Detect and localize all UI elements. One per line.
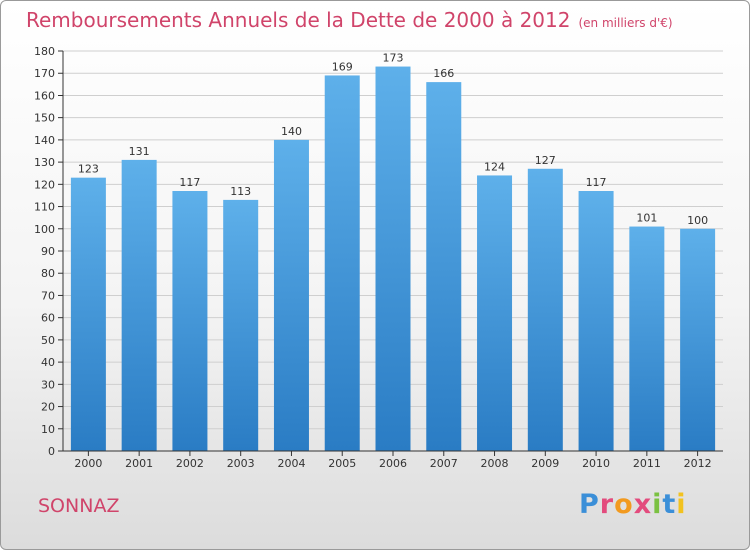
data-label-2008: 124 — [484, 160, 505, 173]
bars — [70, 66, 716, 452]
data-label-2004: 140 — [281, 125, 302, 138]
y-tick-label: 160 — [34, 89, 55, 102]
x-tick-label-2006: 2006 — [379, 457, 407, 470]
proxiti-logo: Proxiti — [579, 489, 687, 520]
logo-letter: i — [676, 489, 687, 520]
bar-2012 — [680, 228, 716, 451]
x-tick-label-2007: 2007 — [430, 457, 458, 470]
bar-2002 — [172, 191, 208, 451]
data-label-2000: 123 — [78, 163, 99, 176]
bar-2005 — [324, 75, 360, 451]
data-label-2003: 113 — [230, 185, 251, 198]
y-tick-label: 100 — [34, 223, 55, 236]
x-tick-label-2008: 2008 — [481, 457, 509, 470]
y-tick-label: 60 — [41, 312, 55, 325]
y-tick-label: 90 — [41, 245, 55, 258]
y-tick-label: 30 — [41, 378, 55, 391]
y-tick-label: 140 — [34, 134, 55, 147]
bar-2006 — [375, 66, 411, 452]
data-label-2010: 117 — [586, 176, 607, 189]
x-tick-label-2004: 2004 — [277, 457, 305, 470]
x-tick-label-2012: 2012 — [684, 457, 712, 470]
bar-2009 — [527, 168, 563, 451]
logo-letter: x — [633, 489, 653, 520]
y-tick-label: 40 — [41, 356, 55, 369]
logo-letter: o — [614, 489, 634, 520]
bar-2008 — [477, 175, 513, 451]
x-tick-label-2009: 2009 — [531, 457, 559, 470]
y-tick-label: 80 — [41, 267, 55, 280]
axes — [58, 50, 723, 456]
x-tick-label-2001: 2001 — [125, 457, 153, 470]
labels: 0 10 20 30 40 50 60 70 80 90 100 110 120 130 140 150 160… — [34, 45, 712, 470]
bar-2004 — [273, 139, 309, 451]
y-tick-label: 10 — [41, 423, 55, 436]
bar-2001 — [121, 159, 157, 451]
y-tick-label: 0 — [48, 445, 55, 458]
y-tick-label: 170 — [34, 67, 55, 80]
x-tick-label-2011: 2011 — [633, 457, 661, 470]
data-label-2002: 117 — [179, 176, 200, 189]
x-tick-label-2003: 2003 — [227, 457, 255, 470]
y-tick-label: 130 — [34, 156, 55, 169]
bar-2010 — [578, 191, 614, 451]
x-tick-label-2000: 2000 — [74, 457, 102, 470]
chart-title-text: Remboursements Annuels de la Dette de 20… — [26, 8, 571, 32]
data-label-2006: 173 — [383, 52, 404, 65]
data-label-2005: 169 — [332, 60, 353, 73]
y-tick-label: 20 — [41, 401, 55, 414]
chart-unit: (en milliers d'€) — [578, 16, 673, 30]
x-tick-label-2005: 2005 — [328, 457, 356, 470]
y-tick-label: 70 — [41, 289, 55, 302]
x-tick-label-2010: 2010 — [582, 457, 610, 470]
chart-title: Remboursements Annuels de la Dette de 20… — [26, 8, 673, 32]
data-label-2009: 127 — [535, 154, 556, 167]
data-label-2011: 101 — [636, 212, 657, 225]
logo-letter: P — [579, 489, 600, 520]
y-tick-label: 110 — [34, 201, 55, 214]
data-label-2001: 131 — [129, 145, 150, 158]
y-tick-label: 150 — [34, 112, 55, 125]
logo-letter: r — [599, 489, 615, 520]
bar-2011 — [629, 226, 665, 451]
data-label-2007: 166 — [433, 67, 454, 80]
y-tick-label: 120 — [34, 178, 55, 191]
data-label-2012: 100 — [687, 214, 708, 227]
x-tick-label-2002: 2002 — [176, 457, 204, 470]
y-tick-label: 50 — [41, 334, 55, 347]
bar-2007 — [426, 82, 462, 451]
logo-letter: t — [662, 489, 677, 520]
logo-letter: i — [652, 489, 663, 520]
y-tick-label: 180 — [34, 45, 55, 58]
bar-2000 — [70, 177, 106, 451]
bar-2003 — [223, 199, 259, 451]
commune-name: SONNAZ — [38, 495, 120, 517]
